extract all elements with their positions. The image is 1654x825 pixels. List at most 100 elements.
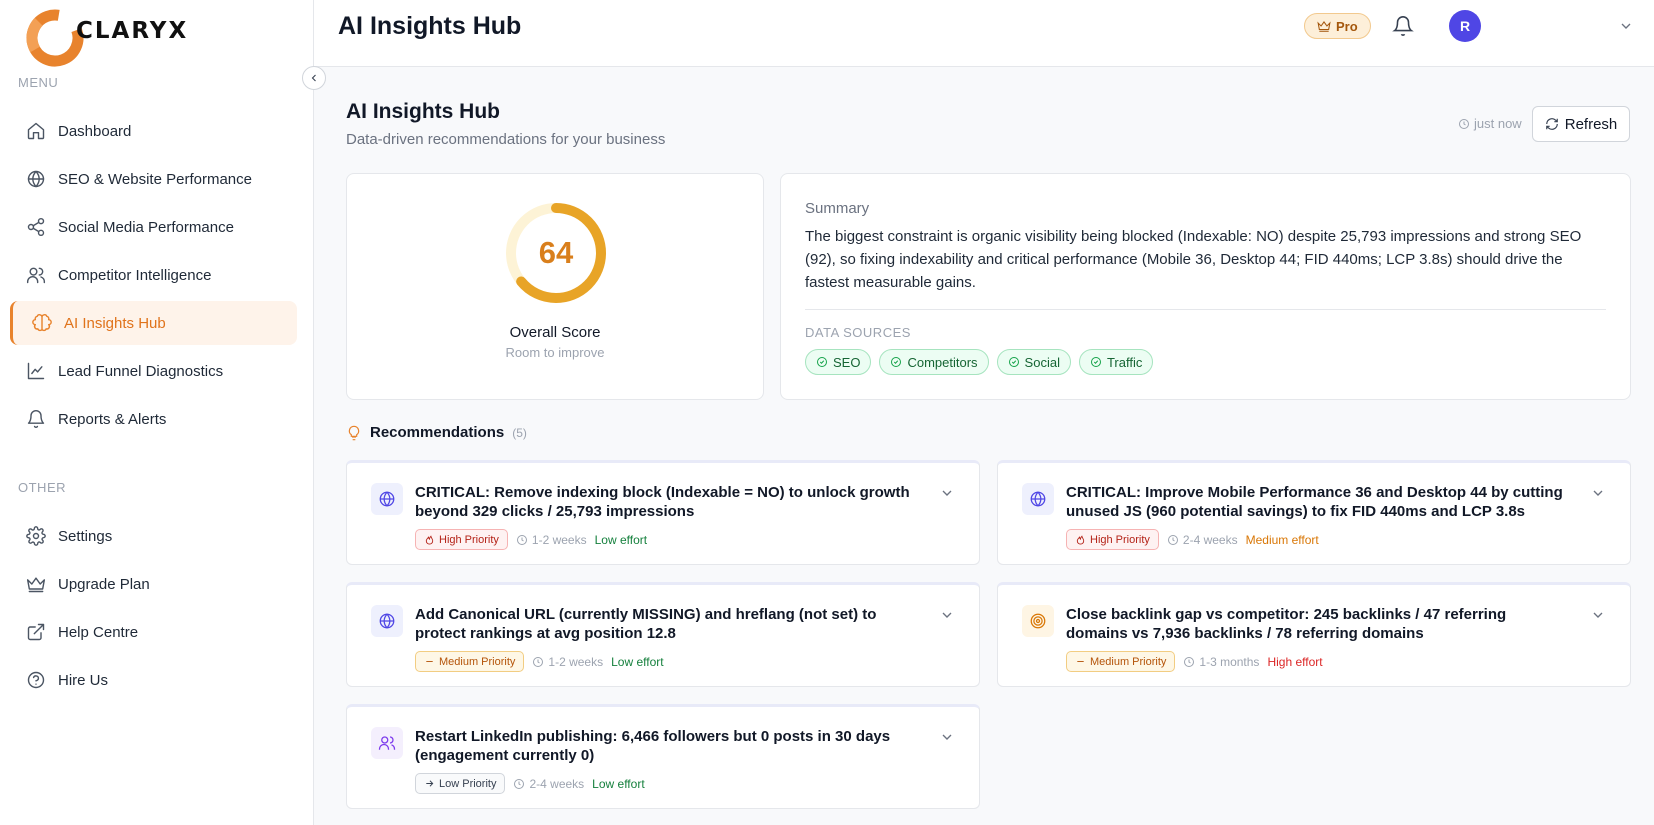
sidebar-item-ai-insights[interactable]: AI Insights Hub <box>10 301 297 345</box>
external-link-icon <box>27 623 45 641</box>
source-chip-label: Social <box>1024 354 1060 370</box>
menu-section-label: MENU <box>18 75 59 90</box>
sidebar-item-reports[interactable]: Reports & Alerts <box>10 397 297 441</box>
avatar[interactable]: R <box>1449 10 1481 42</box>
user-menu-toggle[interactable] <box>1618 18 1634 34</box>
source-chip-label: Traffic <box>1106 354 1143 370</box>
sidebar-item-label: SEO & Website Performance <box>58 170 252 188</box>
sidebar-item-label: Help Centre <box>58 623 139 641</box>
timeframe: 1-2 weeks <box>516 533 587 547</box>
source-chip-social: Social <box>996 349 1071 375</box>
expand-toggle[interactable] <box>939 485 955 501</box>
check-circle-icon <box>1008 357 1019 367</box>
sidebar-item-seo[interactable]: SEO & Website Performance <box>10 157 297 201</box>
recommendation-category-icon <box>371 727 403 759</box>
last-updated-text: just now <box>1474 116 1522 131</box>
users-icon <box>378 736 396 750</box>
chevron-left-icon <box>311 74 316 82</box>
score-label: Overall Score <box>509 324 601 341</box>
flame-icon <box>1076 535 1085 545</box>
priority-label: Medium Priority <box>1090 655 1167 668</box>
recommendation-meta: Medium Priority 1-3 months High effort <box>1066 651 1323 672</box>
recommendation-category-icon <box>1022 483 1054 515</box>
data-sources-label: DATA SOURCES <box>805 325 911 340</box>
sidebar-item-label: Social Media Performance <box>58 218 234 236</box>
expand-toggle[interactable] <box>939 729 955 745</box>
timeframe-label: 2-4 weeks <box>529 776 585 791</box>
timeframe: 2-4 weeks <box>513 777 584 791</box>
sidebar-item-help-centre[interactable]: Help Centre <box>10 610 297 654</box>
sidebar-collapse-button[interactable] <box>302 66 326 90</box>
topbar-title: AI Insights Hub <box>338 12 522 40</box>
sidebar-item-label: Hire Us <box>58 671 109 689</box>
brand-logo[interactable]: CLARYX <box>26 9 188 67</box>
priority-label: Low Priority <box>439 777 497 790</box>
timeframe: 1-2 weeks <box>532 655 603 669</box>
recommendation-meta: High Priority 1-2 weeks Low effort <box>415 529 647 550</box>
check-circle-icon <box>891 357 902 367</box>
sidebar-item-social[interactable]: Social Media Performance <box>10 205 297 249</box>
logo-mark-icon <box>26 9 84 67</box>
recommendation-title: CRITICAL: Improve Mobile Performance 36 … <box>1066 484 1563 520</box>
recommendations-title: Recommendations <box>370 424 505 441</box>
recommendation-title: Close backlink gap vs competitor: 245 ba… <box>1066 606 1507 642</box>
expand-toggle[interactable] <box>939 607 955 623</box>
sidebar-item-lead-funnel[interactable]: Lead Funnel Diagnostics <box>10 349 297 393</box>
summary-text: The biggest constraint is organic visibi… <box>805 228 1582 291</box>
data-sources-list: SEO Competitors Social Traffic <box>805 349 1154 375</box>
flame-icon <box>425 535 434 545</box>
recommendation-title: Restart LinkedIn publishing: 6,466 follo… <box>415 728 891 764</box>
recommendations-count: (5) <box>512 425 527 440</box>
expand-toggle[interactable] <box>1590 485 1606 501</box>
sidebar-item-upgrade[interactable]: Upgrade Plan <box>10 562 297 606</box>
globe-icon <box>1030 491 1046 507</box>
effort-label: Low effort <box>592 776 645 791</box>
recommendation-card[interactable]: Close backlink gap vs competitor: 245 ba… <box>997 582 1631 687</box>
score-ring <box>506 203 606 303</box>
clock-icon <box>533 656 544 667</box>
page-subtitle: Data-driven recommendations for your bus… <box>346 131 666 148</box>
minus-icon <box>426 661 433 662</box>
recommendation-category-icon <box>1022 605 1054 637</box>
sidebar-item-label: Upgrade Plan <box>58 575 150 593</box>
bell-icon <box>27 410 45 429</box>
effort-label: Low effort <box>594 532 648 547</box>
notifications-button[interactable] <box>1392 15 1414 37</box>
recommendation-card[interactable]: Restart LinkedIn publishing: 6,466 follo… <box>346 704 980 809</box>
home-icon <box>27 122 45 140</box>
sidebar-item-label: Lead Funnel Diagnostics <box>58 362 224 380</box>
recommendation-card[interactable]: CRITICAL: Remove indexing block (Indexab… <box>346 460 980 565</box>
check-circle-icon <box>817 357 827 367</box>
recommendation-title: Add Canonical URL (currently MISSING) an… <box>415 606 877 642</box>
gear-icon <box>26 526 46 546</box>
effort-label: Medium effort <box>1245 532 1319 547</box>
plan-badge[interactable]: Pro <box>1304 13 1371 39</box>
source-chip-traffic: Traffic <box>1078 349 1154 375</box>
users-icon <box>26 267 46 284</box>
priority-badge: High Priority <box>415 529 508 550</box>
crown-icon <box>26 577 46 593</box>
sidebar: CLARYX MENU Dashboard SEO & Website Perf… <box>0 0 314 825</box>
target-icon <box>1030 613 1046 629</box>
sidebar-item-label: Settings <box>58 527 113 545</box>
arrow-right-icon <box>426 780 434 787</box>
timeframe-label: 1-2 weeks <box>531 532 587 547</box>
crown-icon <box>1317 21 1331 32</box>
timeframe: 1-3 months <box>1183 655 1259 669</box>
summary-label: Summary <box>805 200 870 217</box>
priority-badge: Medium Priority <box>1066 651 1176 672</box>
bell-icon <box>1392 16 1414 36</box>
globe-icon <box>379 613 395 629</box>
recommendation-card[interactable]: Add Canonical URL (currently MISSING) an… <box>346 582 980 687</box>
sidebar-item-settings[interactable]: Settings <box>10 514 297 558</box>
recommendation-card[interactable]: CRITICAL: Improve Mobile Performance 36 … <box>997 460 1631 565</box>
sidebar-item-competitor[interactable]: Competitor Intelligence <box>10 253 297 297</box>
refresh-button[interactable]: Refresh <box>1532 106 1630 142</box>
clock-icon <box>1184 656 1195 667</box>
sidebar-item-hire-us[interactable]: Hire Us <box>10 658 297 702</box>
chevron-down-icon <box>942 612 952 618</box>
expand-toggle[interactable] <box>1590 607 1606 623</box>
plan-badge-label: Pro <box>1336 18 1358 34</box>
sidebar-item-dashboard[interactable]: Dashboard <box>10 109 297 153</box>
refresh-button-label: Refresh <box>1564 115 1618 133</box>
